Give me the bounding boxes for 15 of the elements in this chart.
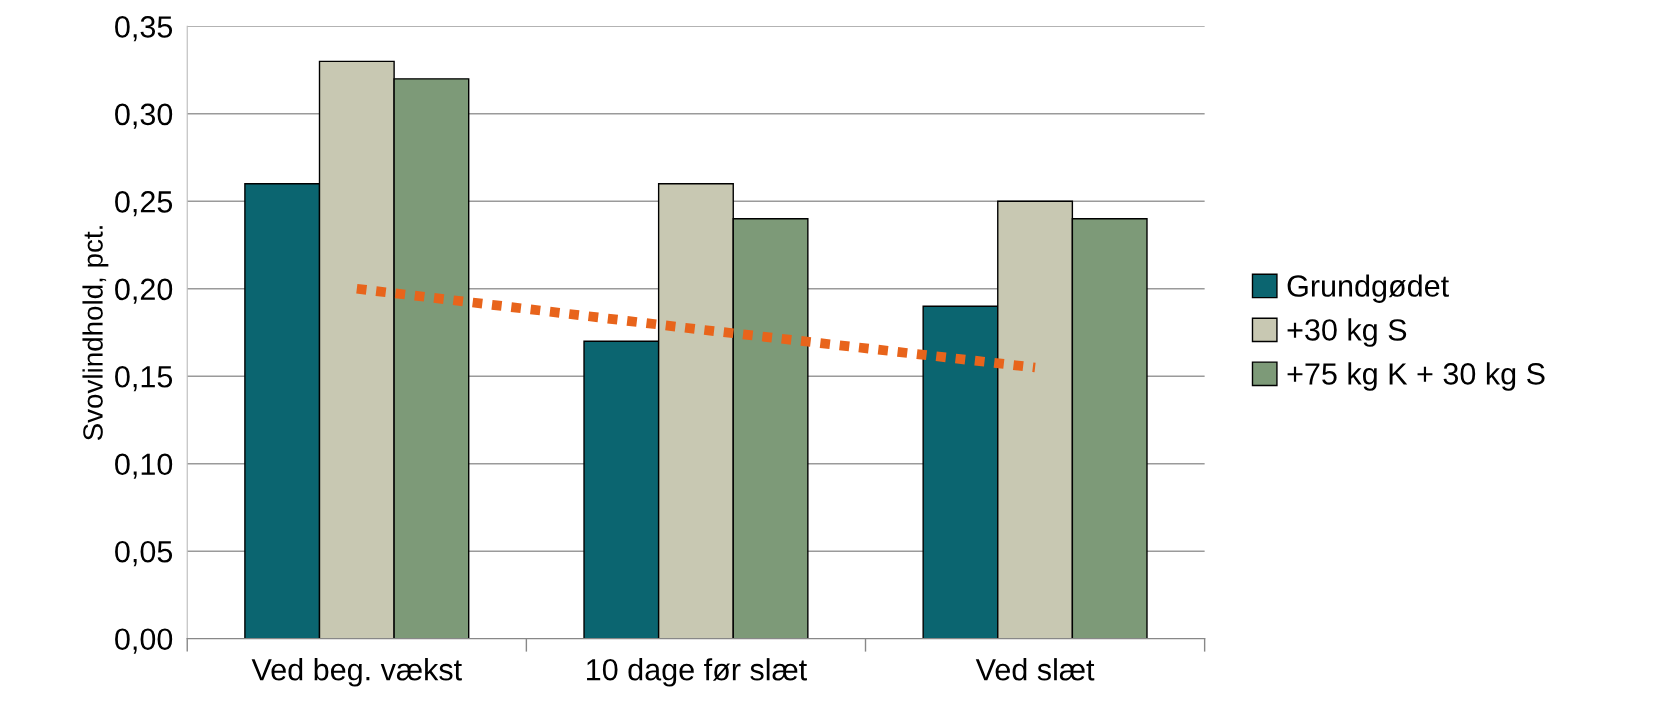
y-tick-label: 0,35 [115,16,173,42]
y-tick-label: 0,20 [115,278,173,304]
y-tick-label: 0,00 [115,628,173,654]
y-tick-label: 0,25 [115,191,173,217]
x-tick-label: Ved beg. vækst [251,658,462,687]
y-tick-label: 0,05 [115,540,173,567]
y-tick-label: 0,10 [115,453,173,479]
x-tick-label: Ved slæt [975,658,1095,681]
legend-label: Grundgødet [1287,274,1449,303]
legend-label: +30 kg S [1287,318,1407,347]
y-axis-title: Svovlindhold, pct. [82,226,109,441]
y-tick-label: 0,15 [115,365,173,392]
x-tick-label: 10 dage før slæt [587,658,807,687]
legend-label: +75 kg K + 30 kg S [1287,362,1545,391]
y-tick-label: 0,30 [115,103,173,129]
